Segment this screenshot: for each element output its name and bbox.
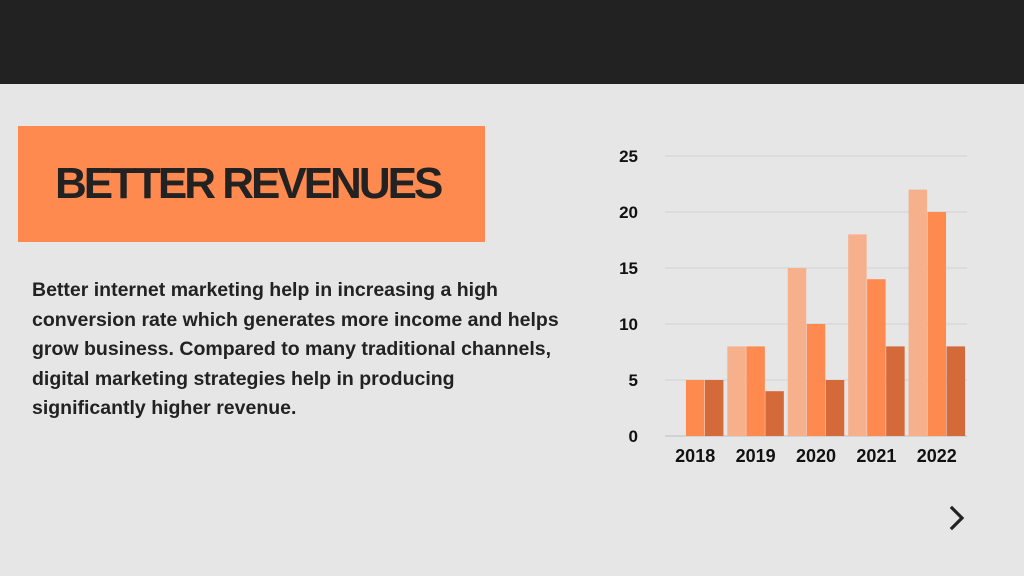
bar-2018-series-2	[685, 380, 705, 436]
next-slide-button[interactable]	[940, 500, 976, 536]
bar-2019-series-1	[727, 346, 746, 436]
bar-2019-series-2	[746, 346, 765, 436]
y-tick-label: 20	[619, 203, 638, 222]
x-tick-label: 2020	[796, 446, 836, 466]
bar-2021-series-3	[886, 346, 905, 436]
bar-2022-series-2	[927, 212, 947, 436]
x-axis-tick-labels: 2018 2019 2020 2021 2022	[675, 446, 957, 466]
y-tick-label: 5	[629, 371, 638, 390]
top-bar	[0, 0, 1024, 84]
x-tick-label: 2021	[856, 446, 896, 466]
slide-title: BETTER REVENUES	[55, 159, 443, 208]
x-tick-label: 2018	[675, 446, 715, 466]
y-tick-label: 0	[629, 427, 638, 446]
bar-2020-series-1	[787, 268, 807, 436]
revenue-bar-chart: 0 5 10 15 20 25 2018 2019 2020 2021 2022	[619, 147, 967, 466]
chevron-right-icon	[949, 505, 965, 531]
slide-body-text: Better internet marketing help in increa…	[32, 279, 559, 419]
bar-2021-series-1	[848, 234, 867, 436]
y-tick-label: 10	[619, 315, 638, 334]
bar-2020-series-3	[825, 380, 845, 436]
bar-2019-series-3	[765, 391, 784, 436]
y-tick-label: 15	[619, 259, 638, 278]
y-tick-label: 25	[619, 147, 638, 166]
bar-2020-series-2	[806, 324, 826, 436]
bar-2018-series-3	[704, 380, 724, 436]
x-tick-label: 2022	[917, 446, 957, 466]
bar-2021-series-2	[867, 279, 886, 436]
title-banner: BETTER REVENUES	[18, 126, 485, 242]
bar-2022-series-1	[908, 189, 928, 436]
y-axis-tick-labels: 0 5 10 15 20 25	[619, 147, 638, 446]
x-tick-label: 2019	[736, 446, 776, 466]
bar-2022-series-3	[946, 346, 966, 436]
chart-bars	[685, 189, 966, 436]
